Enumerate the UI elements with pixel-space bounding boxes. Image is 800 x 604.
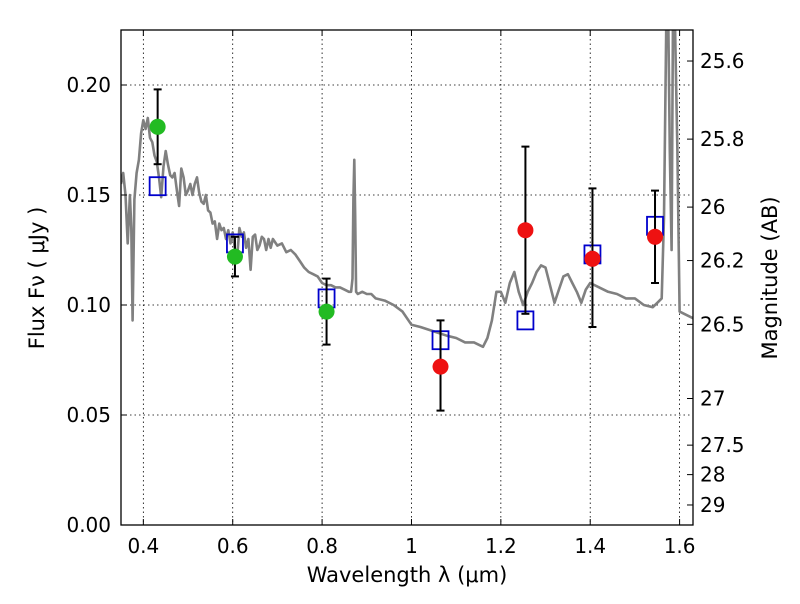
marker-layer: [148, 88, 664, 412]
x-tick-label: 1.2: [485, 534, 517, 558]
sed-model-curve: [121, 30, 693, 349]
y2-tick-label: 27: [700, 387, 725, 411]
y2-tick-label: 29: [700, 493, 725, 517]
y2-tick-label: 26: [700, 195, 725, 219]
observed-flux-point: [432, 358, 449, 375]
y2-tick-label: 25.6: [700, 49, 745, 73]
observed-flux-point: [584, 250, 601, 267]
y-tick-label: 0.20: [66, 73, 111, 97]
observed-flux-point: [149, 118, 166, 135]
model-flux-square: [148, 176, 167, 197]
x-tick-label: 1.4: [574, 534, 606, 558]
observed-flux-point: [226, 248, 243, 265]
y-tick-label: 0.15: [66, 183, 111, 207]
observed-flux-point: [647, 228, 664, 245]
y2-tick-label: 26.2: [700, 249, 745, 273]
x-axis-label: Wavelength λ (μm): [307, 563, 508, 587]
y2-tick-label: 26.5: [700, 312, 745, 336]
y-tick-label: 0.00: [66, 513, 111, 537]
x-tick-label: 0.4: [127, 534, 159, 558]
y-tick-label: 0.05: [66, 403, 111, 427]
x-tick-label: 1.6: [664, 534, 696, 558]
x-tick-label: 0.6: [217, 534, 249, 558]
y-axis-label: Flux Fν ( μJy ): [25, 207, 49, 350]
y2-tick-label: 25.8: [700, 127, 745, 151]
x-tick-label: 0.8: [306, 534, 338, 558]
series-layer: [121, 30, 693, 349]
plot-frame: [120, 29, 694, 526]
y2-tick-label: 28: [700, 463, 725, 487]
x-tick-label: 1: [405, 534, 418, 558]
y2-tick-label: 27.5: [700, 433, 745, 457]
y2-axis-label: Magnitude (AB): [758, 196, 782, 359]
ticks: 0.4 0.6 0.8 1 1.2 1.4 1.6 0.00 0.05 0.10 0.15 0.20 2…: [66, 30, 745, 558]
observed-flux-point: [318, 303, 335, 320]
observed-flux-point: [517, 222, 534, 239]
y-tick-label: 0.10: [66, 293, 111, 317]
